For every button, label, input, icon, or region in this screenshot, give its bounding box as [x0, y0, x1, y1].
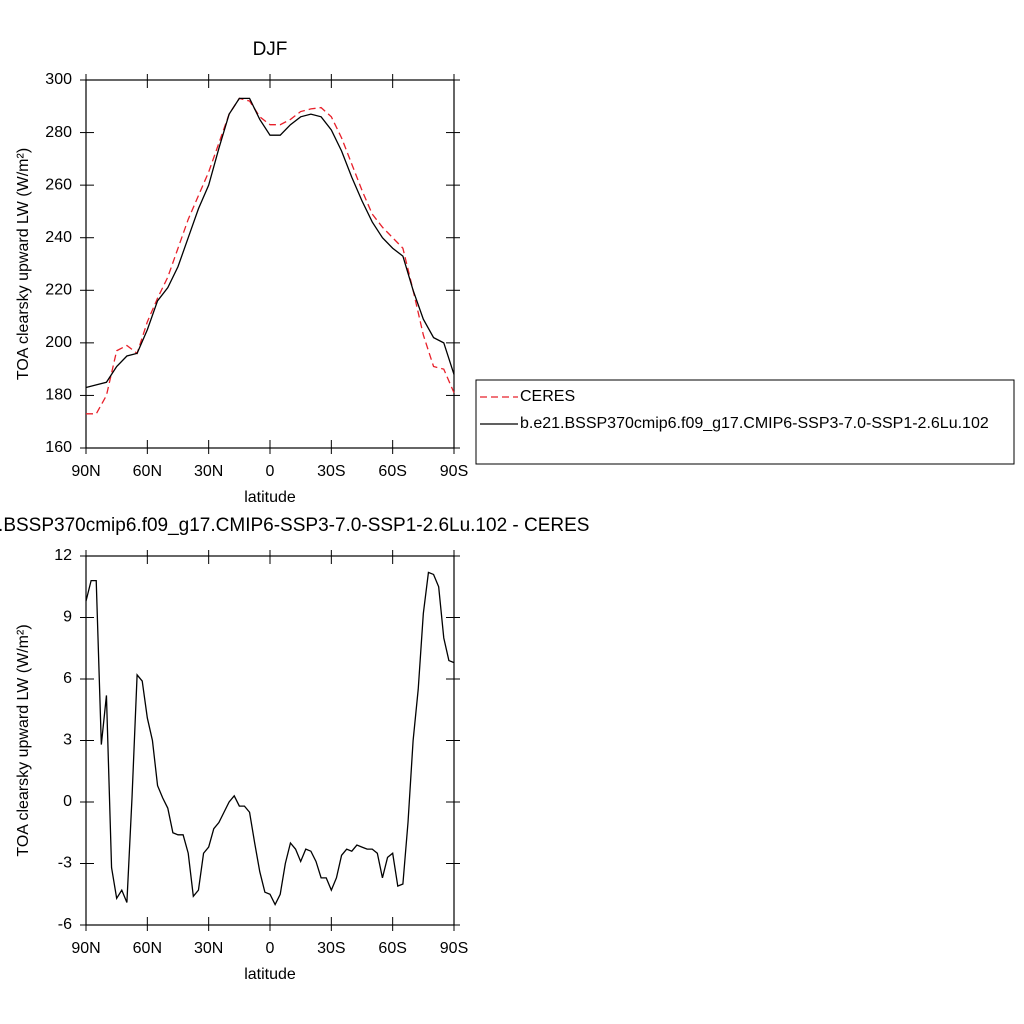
y-axis-label: TOA clearsky upward LW (W/m²)	[15, 148, 32, 380]
x-tick-label: 90N	[71, 940, 100, 957]
legend: CERES b.e21.BSSP370cmip6.f09_g17.CMIP6-SS…	[475, 379, 1015, 465]
x-axis-label: latitude	[244, 489, 296, 506]
y-tick-label: 220	[45, 282, 72, 299]
y-tick-label: 6	[63, 670, 72, 687]
x-tick-label: 60S	[378, 940, 406, 957]
x-tick-label: 0	[266, 463, 275, 480]
data-line	[85, 97, 455, 389]
x-tick-label: 60N	[133, 463, 162, 480]
x-tick-label: 90N	[71, 463, 100, 480]
x-tick-label: 30N	[194, 463, 223, 480]
y-tick-label: 200	[45, 334, 72, 351]
data-line	[86, 97, 455, 415]
chart-title: b.e21.BSSP370cmip6.f09_g17.CMIP6-SSP3-7.…	[0, 515, 589, 536]
data-line	[85, 571, 455, 906]
x-tick-label: 90S	[440, 463, 468, 480]
y-tick-label: 12	[54, 547, 72, 564]
y-tick-label: 300	[45, 71, 72, 88]
y-tick-label: 260	[45, 176, 72, 193]
legend-label: b.e21.BSSP370cmip6.f09_g17.CMIP6-SSP3-7.…	[520, 415, 989, 432]
x-tick-label: 90S	[440, 940, 468, 957]
x-axis-label: latitude	[244, 966, 296, 983]
x-tick-label: 0	[266, 940, 275, 957]
y-tick-label: 240	[45, 229, 72, 246]
y-axis-label: TOA clearsky upward LW (W/m²)	[15, 624, 32, 856]
y-tick-label: 180	[45, 387, 72, 404]
legend-label: CERES	[520, 388, 575, 405]
chart-title: DJF	[253, 39, 288, 60]
x-tick-label: 60N	[133, 940, 162, 957]
y-tick-label: 280	[45, 124, 72, 141]
x-tick-label: 30S	[317, 463, 345, 480]
x-tick-label: 30S	[317, 940, 345, 957]
x-tick-label: 60S	[378, 463, 406, 480]
y-tick-label: 3	[63, 732, 72, 749]
y-tick-label: 0	[63, 793, 72, 810]
plot-frame	[85, 555, 455, 926]
x-tick-label: 30N	[194, 940, 223, 957]
y-tick-label: -6	[58, 916, 72, 933]
plot-frame	[85, 79, 455, 449]
y-tick-label: 9	[63, 609, 72, 626]
y-tick-label: -3	[58, 855, 72, 872]
y-tick-label: 160	[45, 439, 72, 456]
legend-box	[475, 379, 1015, 465]
